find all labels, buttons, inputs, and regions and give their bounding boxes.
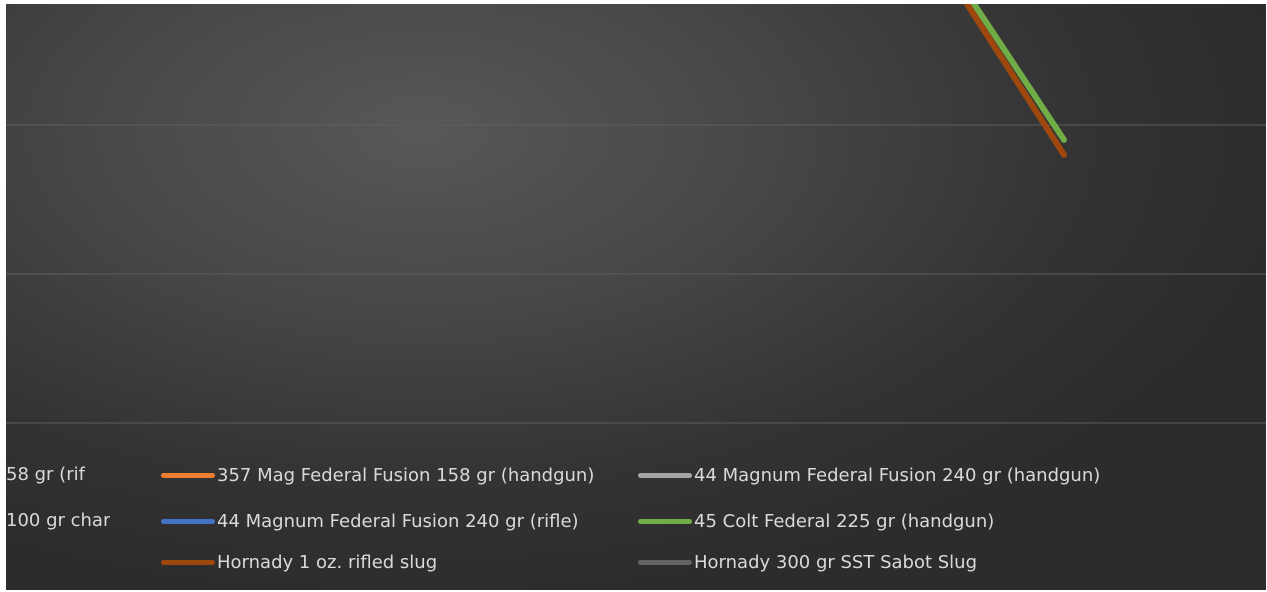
legend-label: 44 Magnum Federal Fusion 240 gr (rifle) — [217, 510, 579, 532]
legend-swatch — [638, 472, 692, 478]
series-line-3[interactable] — [719, 4, 1067, 143]
legend-swatch — [161, 472, 215, 478]
legend-swatch — [638, 518, 692, 524]
legend-item-hornady-sabot-slug[interactable]: Hornady 300 gr SST Sabot Slug — [638, 549, 977, 575]
legend-item-357-mag-handgun[interactable]: 357 Mag Federal Fusion 158 gr (handgun) — [161, 462, 594, 488]
legend-clipped-label-1: 58 gr (rif — [6, 464, 85, 485]
legend-swatch — [161, 518, 215, 524]
gridlines — [6, 124, 1266, 424]
legend: 58 gr (rif 100 gr char 357 Mag Federal F… — [6, 454, 1266, 584]
legend-swatch — [638, 559, 692, 565]
legend-label: 357 Mag Federal Fusion 158 gr (handgun) — [217, 464, 595, 486]
series-lines — [719, 4, 1067, 158]
legend-item-44-mag-handgun[interactable]: 44 Magnum Federal Fusion 240 gr (handgun… — [638, 462, 1100, 488]
series-line-4[interactable] — [719, 4, 1067, 158]
legend-item-44-mag-rifle[interactable]: 44 Magnum Federal Fusion 240 gr (rifle) — [161, 508, 579, 534]
plot-area — [6, 4, 1266, 424]
legend-label: 45 Colt Federal 225 gr (handgun) — [694, 510, 995, 532]
legend-label: 44 Magnum Federal Fusion 240 gr (handgun… — [694, 464, 1101, 486]
legend-swatch — [161, 559, 215, 565]
chart-area: 58 gr (rif 100 gr char 357 Mag Federal F… — [6, 4, 1266, 590]
legend-item-hornady-rifled-slug[interactable]: Hornady 1 oz. rifled slug — [161, 549, 437, 575]
legend-item-45-colt-handgun[interactable]: 45 Colt Federal 225 gr (handgun) — [638, 508, 994, 534]
legend-clipped-label-2: 100 gr char — [6, 510, 111, 531]
legend-label: Hornady 300 gr SST Sabot Slug — [694, 551, 977, 573]
legend-label: Hornady 1 oz. rifled slug — [217, 551, 438, 573]
